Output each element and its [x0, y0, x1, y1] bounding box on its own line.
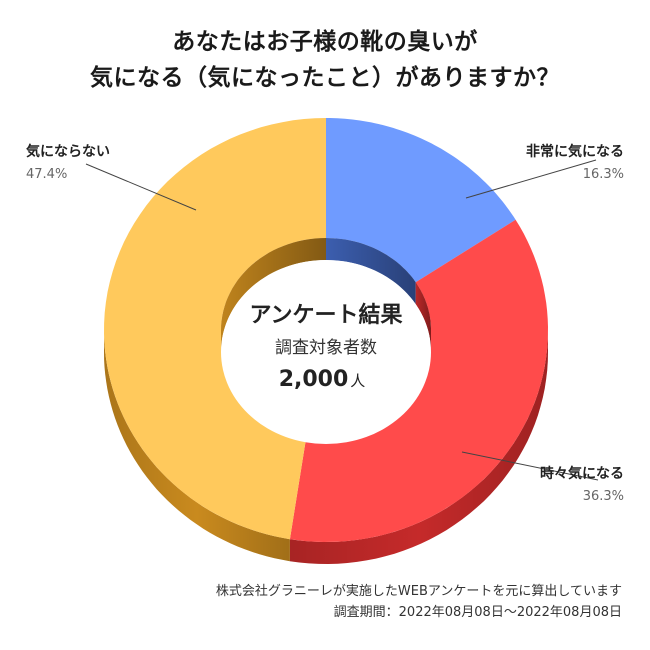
slice-value-0: 16.3%: [583, 167, 624, 182]
footer-note: 株式会社グラニーレが実施したWEBアンケートを元に算出しています: [215, 584, 622, 599]
slice-labels: 非常に気になる 16.3% 時々気になる 36.3% 気にならない 47.4%: [26, 143, 624, 504]
slice-0: [326, 118, 516, 283]
donut-side-walls: [104, 330, 548, 564]
donut-hole: [221, 260, 431, 444]
slice-label-2: 気にならない: [26, 143, 110, 160]
center-count-group: 2,000 人: [279, 367, 366, 392]
leader-line-2: [85, 163, 197, 211]
center-count-unit: 人: [350, 372, 365, 390]
slice-label-0: 非常に気になる: [526, 143, 624, 160]
leader-lines: [85, 159, 599, 481]
inner-wall-shade-2-1: [221, 238, 326, 352]
slice-value-2: 47.4%: [26, 167, 67, 182]
inner-wall-shade-0-0: [326, 238, 416, 305]
leader-line-1: [461, 451, 599, 481]
center-subtitle: 調査対象者数: [275, 338, 377, 358]
side-wall-shade-2: [104, 330, 290, 562]
slice-value-1: 36.3%: [583, 489, 624, 504]
inner-wall-shade-1-0: [415, 282, 431, 352]
slice-2: [104, 118, 326, 540]
chart-title-line2: 気になる（気になったこと）がありますか？: [90, 65, 560, 91]
center-count: 2,000: [279, 367, 349, 392]
footer-period: 調査期間：2022年08月08日〜2022年08月08日: [333, 605, 622, 620]
chart-title-line1: あなたはお子様の靴の臭いが: [172, 29, 478, 55]
slice-label-1: 時々気になる: [540, 465, 624, 482]
leader-line-0: [465, 159, 597, 199]
donut-inner-wall: [221, 238, 431, 444]
center-title: アンケート結果: [249, 302, 402, 328]
